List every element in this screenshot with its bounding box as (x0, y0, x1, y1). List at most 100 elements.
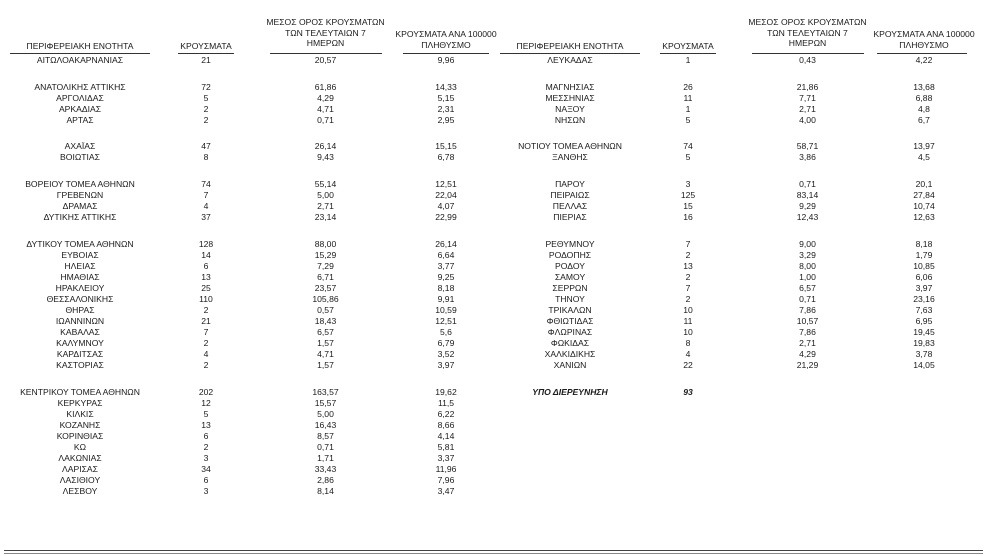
cell-region: ΔΥΤΙΚΟΥ ΤΟΜΕΑ ΑΘΗΝΩΝ (26, 238, 134, 249)
cell-cases: 6 (203, 260, 209, 271)
cell-cases: 3 (203, 453, 209, 463)
cell-region: ΠΕΛΛΑΣ (552, 201, 588, 211)
cell-region: ΥΠΟ ΔΙΕΡΕΥΝΗΣΗ (532, 386, 608, 397)
cell-cases: 5 (685, 152, 691, 163)
cell-region: ΦΘΙΩΤΙΔΑΣ (546, 315, 594, 326)
cell-per100k: 12,63 (913, 212, 935, 222)
cell-region: ΤΡΙΚΑΛΩΝ (548, 304, 592, 315)
header-underline (178, 53, 234, 54)
cell-per100k: 9,96 (437, 55, 455, 65)
cell-avg: 23,57 (314, 282, 337, 293)
cell-avg: 163,57 (312, 386, 339, 397)
header-underline (403, 53, 489, 54)
cell-per100k: 20,1 (915, 178, 933, 189)
cell-per100k: 3,47 (437, 486, 455, 497)
cell-avg: 21,86 (796, 81, 819, 92)
cell-region: ΠΙΕΡΙΑΣ (553, 212, 587, 222)
header-underline (660, 53, 716, 54)
cell-region: ΗΛΕΙΑΣ (64, 260, 96, 271)
cell-region: ΚΑΒΑΛΑΣ (60, 327, 100, 337)
cell-region: ΛΑΡΙΣΑΣ (62, 464, 98, 474)
cell-per100k: 9,25 (437, 271, 455, 282)
cell-per100k: 8,66 (437, 419, 455, 430)
cell-region: ΦΛΩΡΙΝΑΣ (547, 327, 593, 337)
cell-region: ΓΡΕΒΕΝΩΝ (56, 189, 104, 200)
cell-cases: 7 (685, 282, 691, 293)
cell-per100k: 19,62 (435, 386, 457, 397)
cell-avg: 7,86 (799, 327, 816, 337)
cell-avg: 4,71 (317, 349, 334, 360)
cell-per100k: 11,96 (435, 464, 457, 474)
cell-cases: 37 (201, 212, 211, 222)
cell-avg: 12,43 (796, 212, 819, 222)
left-header-per100k: ΚΡΟΥΣΜΑΤΑ ΑΝΑ 100000 ΠΛΗΘΥΣΜΟ (395, 29, 497, 50)
cell-region: ΘΕΣΣΑΛΟΝΙΚΗΣ (46, 293, 114, 304)
cell-region: ΚΩ (73, 441, 87, 452)
cell-per100k: 7,63 (915, 304, 933, 315)
cell-avg: 0,57 (317, 304, 334, 315)
cell-avg: 83,14 (796, 189, 819, 200)
cell-per100k: 6,64 (437, 249, 455, 260)
cell-cases: 202 (198, 386, 214, 397)
cell-per100k: 19,45 (913, 327, 935, 337)
cell-cases: 2 (203, 304, 209, 315)
cell-region: ΒΟΙΩΤΙΑΣ (60, 152, 100, 163)
cell-region: ΣΑΜΟΥ (554, 271, 586, 282)
cell-per100k: 3,97 (915, 282, 933, 293)
cell-avg: 18,43 (314, 315, 337, 326)
cell-avg: 2,71 (799, 103, 816, 114)
header-underline (10, 53, 150, 54)
cell-region: ΤΗΝΟΥ (555, 293, 585, 304)
bottom-rule (4, 550, 983, 551)
header-cases-label: ΚΡΟΥΣΜΑΤΑ (180, 41, 232, 51)
cell-avg: 88,00 (314, 238, 337, 249)
cell-region: ΗΡΑΚΛΕΙΟΥ (55, 282, 105, 293)
cell-cases: 1 (685, 55, 691, 65)
cell-avg: 0,71 (317, 441, 334, 452)
cell-avg: 2,71 (799, 338, 816, 348)
cell-avg: 3,86 (799, 152, 816, 163)
cell-per100k: 22,99 (435, 212, 457, 222)
cell-per100k: 15,15 (435, 141, 457, 152)
cell-region: ΙΩΑΝΝΙΝΩΝ (55, 315, 105, 326)
cell-per100k: 2,31 (437, 103, 455, 114)
cell-region: ΠΑΡΟΥ (555, 178, 585, 189)
header-underline (500, 53, 640, 54)
cell-avg: 55,14 (314, 178, 337, 189)
cell-avg: 4,29 (799, 349, 816, 360)
cell-avg: 26,14 (314, 141, 337, 152)
cell-cases: 2 (203, 103, 209, 114)
header-underline (877, 53, 967, 54)
cell-region: ΡΟΔΟΥ (555, 260, 585, 271)
cell-cases: 3 (203, 486, 209, 497)
cell-avg: 58,71 (796, 141, 819, 152)
cell-avg: 7,29 (317, 260, 334, 271)
cell-per100k: 10,59 (435, 304, 457, 315)
cell-region: ΚΟΖΑΝΗΣ (59, 419, 101, 430)
cell-cases: 4 (203, 201, 209, 211)
cell-avg: 0,71 (317, 114, 334, 125)
cell-cases: 22 (683, 360, 693, 371)
cell-region: ΜΕΣΣΗΝΙΑΣ (545, 92, 595, 103)
cell-avg: 2,86 (317, 475, 334, 486)
right-header-cases: ΚΡΟΥΣΜΑΤΑ (662, 41, 714, 51)
cell-per100k: 11,5 (437, 397, 455, 408)
cell-per100k: 6,88 (915, 92, 933, 103)
cell-region: ΔΥΤΙΚΗΣ ΑΤΤΙΚΗΣ (43, 212, 117, 222)
cell-per100k: 4,5 (918, 152, 930, 163)
cell-cases: 7 (203, 189, 209, 200)
cell-avg: 21,29 (796, 360, 819, 371)
cell-avg: 4,29 (317, 92, 334, 103)
cell-cases: 16 (683, 212, 693, 222)
cell-cases: 125 (680, 189, 696, 200)
cell-per100k: 13,68 (913, 81, 935, 92)
cell-cases: 2 (685, 293, 691, 304)
cell-per100k: 7,96 (437, 475, 455, 486)
cell-region: ΜΑΓΝΗΣΙΑΣ (545, 81, 595, 92)
cell-cases: 34 (201, 464, 211, 474)
cell-cases: 110 (199, 293, 213, 304)
cell-cases: 10 (683, 327, 693, 337)
cell-per100k: 10,85 (913, 260, 935, 271)
cell-avg: 1,57 (317, 360, 334, 371)
cell-per100k: 4,07 (437, 201, 455, 211)
